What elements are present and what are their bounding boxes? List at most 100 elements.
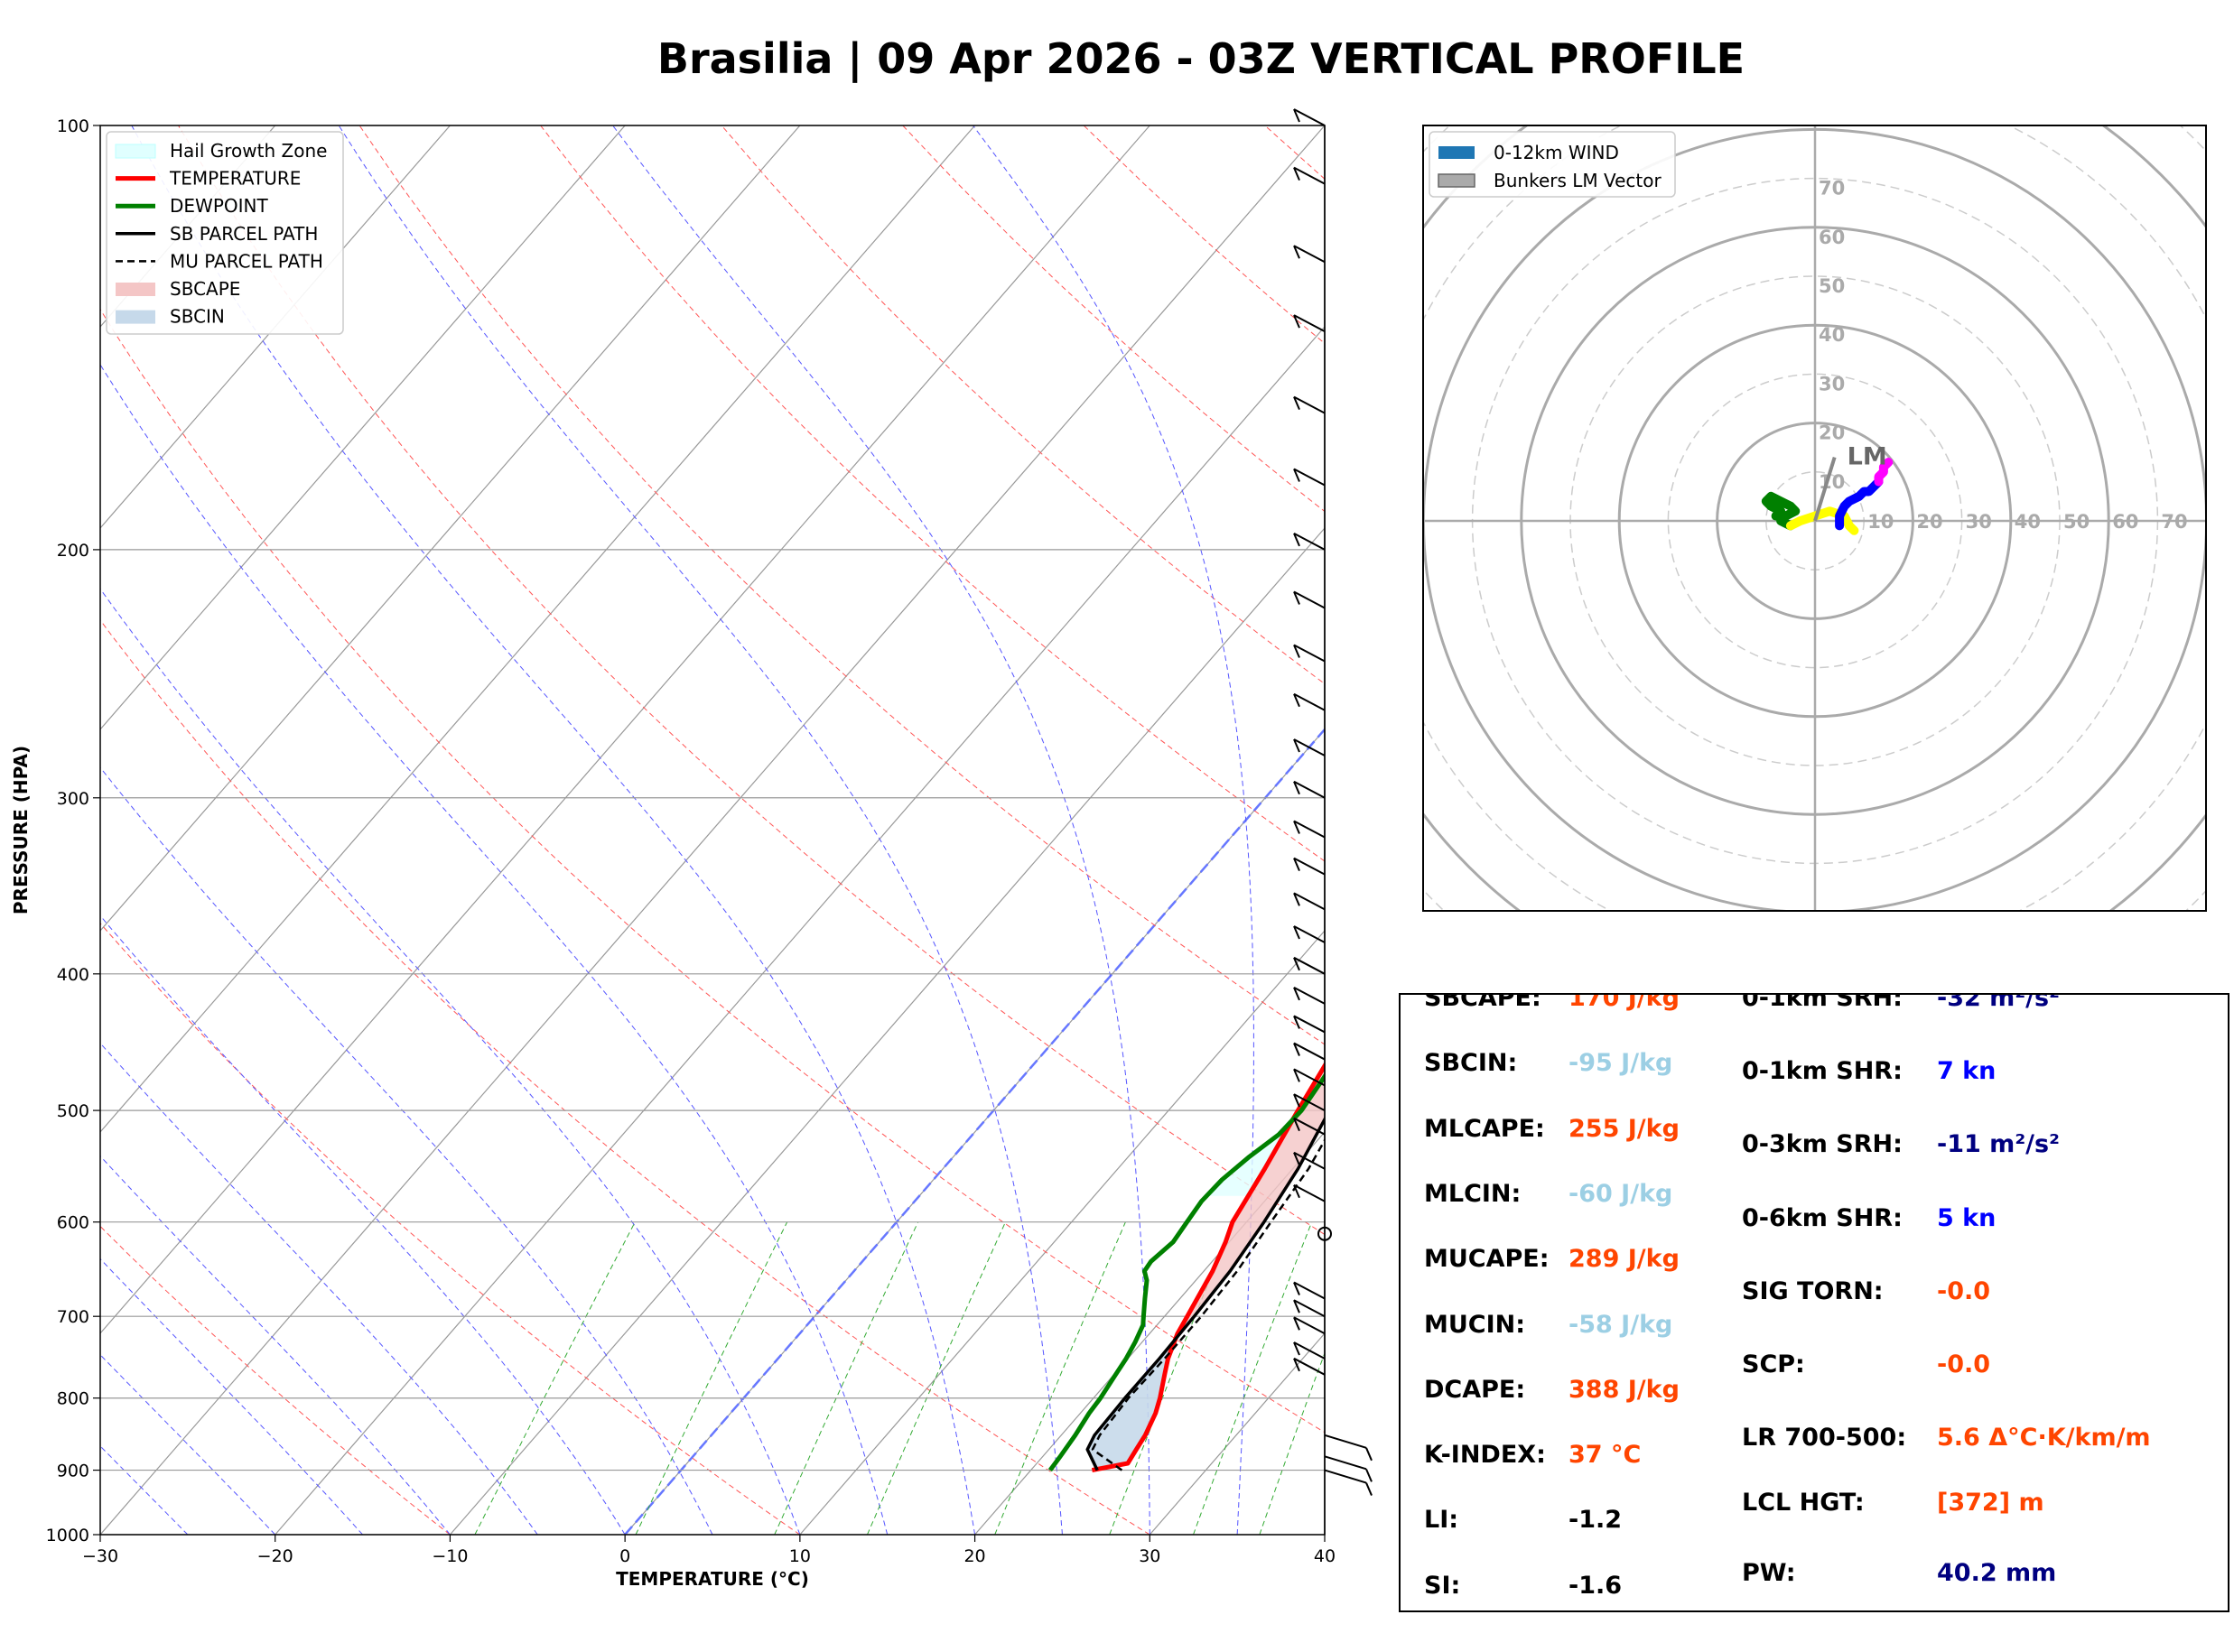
wind-barb [1293,468,1326,487]
ring-label-x: 40 [2015,511,2041,533]
wind-barb [1293,1341,1326,1360]
page-title: Brasilia | 09 Apr 2026 - 03Z VERTICAL PR… [656,34,1745,83]
wind-barb-flag [1293,781,1300,795]
wind-barb-flag [1293,1358,1300,1372]
isotherm-line [275,326,1325,1535]
isotherm-line [100,125,801,932]
wind-barb-flag [1293,738,1300,753]
wind-barb-flag [1293,821,1300,834]
zero-isotherm-line [624,728,1325,1535]
ring-label-y: 50 [1819,275,1845,297]
isotherm-line [799,930,1325,1535]
param-value: -95 J/kg [1568,1049,1673,1078]
wind-barb-flag [1293,1069,1300,1082]
wind-barb [1293,1357,1326,1376]
isotherm-line [100,125,451,529]
wind-barb [1293,314,1326,332]
mixing-ratio-line [994,1221,1126,1535]
wind-barb-flag [1293,1282,1300,1295]
wind-barb-flag [1293,591,1300,605]
wind-barb [1293,820,1326,839]
wind-barb-flag [1293,1118,1300,1132]
wind-barb-flag [1365,1468,1373,1482]
dry-adiabat-line [100,619,1150,1535]
wind-barb-flag [1293,645,1300,658]
x-tick-label: 20 [963,1546,985,1566]
ring-label-x: 70 [2161,511,2187,533]
param-value: -58 J/kg [1568,1310,1673,1339]
x-tick-label: −10 [432,1546,468,1566]
wind-barb-flag [1293,892,1300,906]
wind-barb-flag [1293,108,1300,123]
moist-adiabat-line [100,1042,538,1535]
mu-parcel-line [1091,1137,1325,1471]
param-value: 7 kn [1937,1057,1997,1086]
moist-adiabat-line [100,766,713,1535]
dry-adiabat-line [540,125,1325,862]
moist-adiabat-line [100,1258,363,1535]
param-value: 5 kn [1937,1203,1997,1232]
param-label: DCAPE: [1424,1375,1526,1404]
legend-swatch-sbcape [116,283,155,296]
temperature-line [1091,1061,1325,1473]
wind-barb [1293,108,1326,126]
x-tick-label: 30 [1139,1546,1160,1566]
wind-barb [1293,533,1326,551]
isotherm-line [100,125,1325,1535]
moist-adiabat-line [100,914,626,1535]
isotherm-line [100,125,1150,1334]
ring-label-x: 60 [2112,511,2138,533]
param-value: 255 J/kg [1568,1114,1680,1143]
wind-barb [1324,1434,1367,1449]
isotherm-line [100,125,976,1133]
x-tick-label: 0 [619,1546,630,1566]
param-value: -1.2 [1568,1506,1623,1535]
wind-barb [1293,644,1326,663]
x-tick-label: 10 [789,1546,811,1566]
param-label: SBCAPE: [1424,993,1541,1012]
wind-barb [1293,245,1326,264]
param-label: MLCAPE: [1424,1114,1545,1143]
legend-label: SBCIN [170,306,225,328]
wind-barb [1293,1299,1326,1318]
hodograph-ring [1228,0,2234,993]
param-label: SBCIN: [1424,1049,1518,1078]
wind-barb [1293,892,1326,911]
param-label: MLCIN: [1424,1179,1522,1208]
y-tick-label: 800 [57,1389,89,1409]
wind-barb-flag [1293,1184,1300,1199]
wind-barb-flag [1293,245,1300,259]
wind-barb-flag [1293,1341,1300,1356]
y-tick-label: 200 [57,541,89,561]
wind-barb [1293,1093,1326,1111]
wind-barb-flag [1365,1447,1373,1462]
wind-barb [1293,1151,1326,1170]
legend-label: DEWPOINT [170,195,268,217]
ring-label-x: 50 [2063,511,2090,533]
wind-barb [1293,1316,1326,1335]
dry-adiabat-line [100,923,801,1535]
ring-label-y: 20 [1819,422,1845,444]
ring-label-y: 60 [1819,227,1845,248]
mixing-ratio-line [474,1221,636,1535]
mixing-ratio-line [635,1221,788,1535]
legend-swatch-hail [115,144,156,159]
legend-label: SB PARCEL PATH [170,223,318,245]
wind-barb-flag [1293,533,1300,547]
legend-swatch-bunkers [1438,173,1475,188]
y-tick-label: 1000 [46,1526,89,1545]
bunkers-lm-vector [1813,456,1837,522]
param-label: MUCIN: [1424,1310,1526,1339]
ring-label-y: 40 [1819,324,1845,346]
moist-adiabat-line [100,1353,276,1535]
hodograph-trace [1835,477,1884,531]
param-label: PW: [1742,1559,1796,1587]
legend-label: 0-12km WIND [1494,142,1619,163]
moist-adiabat-line [100,588,801,1535]
param-label: SCP: [1742,1350,1805,1378]
y-tick-label: 300 [57,789,89,809]
param-value: [372] m [1937,1489,2044,1517]
legend-swatch-wind [1438,146,1475,159]
legend-label: MU PARCEL PATH [170,250,323,272]
legend-swatch-sbcin [116,310,155,324]
